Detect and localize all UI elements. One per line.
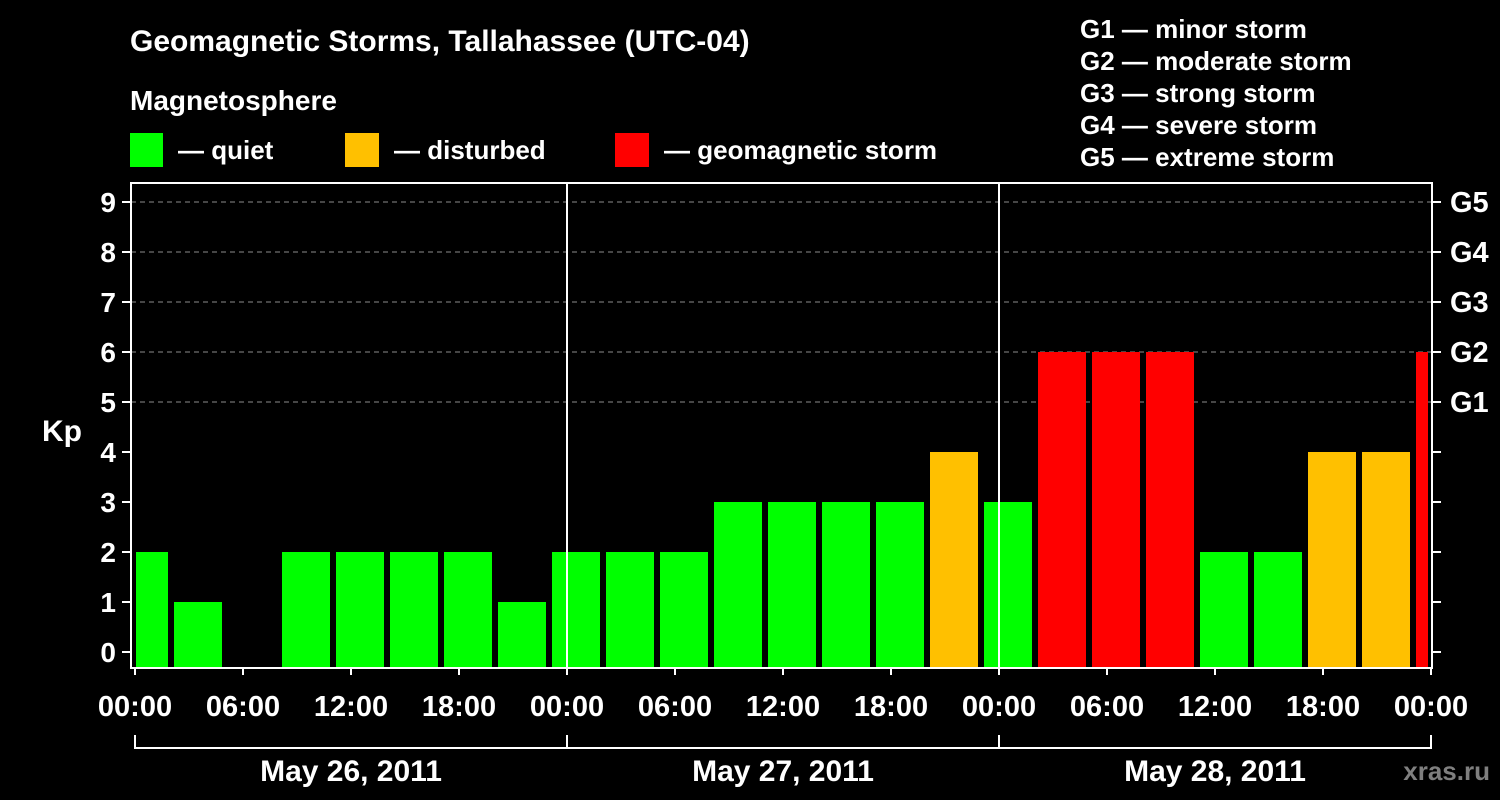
kp-bar	[282, 552, 330, 668]
chart-title: Geomagnetic Storms, Tallahassee (UTC-04)	[130, 25, 750, 58]
storm-scale-g5: G5 — extreme storm	[1080, 142, 1334, 172]
x-tick-label: 18:00	[422, 691, 496, 723]
storm-level-label: G4	[1450, 237, 1489, 269]
plot-frame	[130, 182, 1433, 669]
x-tick-label: 00:00	[1394, 691, 1468, 723]
y-tick-label: 2	[100, 537, 116, 568]
y-tick-label: 1	[100, 587, 116, 618]
y-tick-label: 0	[100, 637, 116, 668]
magnetosphere-legend: — quiet — disturbed — geomagnetic storm	[130, 133, 937, 167]
kp-bar	[1200, 552, 1248, 668]
kp-bar	[1308, 452, 1356, 668]
x-tick-label: 18:00	[854, 691, 928, 723]
watermark: xras.ru	[1403, 756, 1490, 786]
x-tick-label: 00:00	[962, 691, 1036, 723]
y-tick-label: 9	[100, 187, 116, 218]
kp-bar	[390, 552, 438, 668]
gridlines	[131, 201, 1432, 403]
x-tick-label: 12:00	[746, 691, 820, 723]
kp-bar	[606, 552, 654, 668]
y-tick-label: 6	[100, 337, 116, 368]
axes: 0 1 2 3 4 5 6 7 8 9 G1 G2 G3 G4 G5 00:00 06:00 12:00 18:00…	[98, 183, 1489, 788]
date-label: May 26, 2011	[260, 755, 442, 788]
y-tick-label: 7	[100, 287, 116, 318]
kp-bar	[1416, 352, 1428, 668]
storm-level-label: G2	[1450, 337, 1489, 369]
kp-bar	[552, 552, 600, 668]
kp-bar	[336, 552, 384, 668]
kp-bar	[768, 502, 816, 668]
date-label: May 27, 2011	[692, 755, 874, 788]
x-tick-label: 06:00	[638, 691, 712, 723]
legend-label-storm: — geomagnetic storm	[664, 135, 937, 165]
x-tick-label: 06:00	[206, 691, 280, 723]
x-tick-label: 18:00	[1286, 691, 1360, 723]
kp-bar	[822, 502, 870, 668]
legend-item-storm: — geomagnetic storm	[615, 133, 937, 167]
y-axis-label: Kp	[42, 415, 82, 448]
storm-scale-legend: G1 — minor storm G2 — moderate storm G3 …	[1080, 14, 1352, 172]
legend-heading: Magnetosphere	[130, 85, 337, 116]
kp-bar	[876, 502, 924, 668]
storm-scale-g4: G4 — severe storm	[1080, 110, 1317, 140]
legend-item-quiet: — quiet	[130, 133, 274, 167]
kp-bar	[1038, 352, 1086, 668]
storm-level-label: G3	[1450, 287, 1489, 319]
x-tick-label: 12:00	[1178, 691, 1252, 723]
kp-bar	[1092, 352, 1140, 668]
x-tick-label: 06:00	[1070, 691, 1144, 723]
kp-bar	[444, 552, 492, 668]
kp-bar	[930, 452, 978, 668]
kp-bar	[714, 502, 762, 668]
kp-bar	[984, 502, 1032, 668]
legend-label-quiet: — quiet	[178, 135, 274, 165]
storm-level-label: G5	[1450, 187, 1489, 219]
legend-label-disturbed: — disturbed	[394, 135, 546, 165]
kp-bar	[1146, 352, 1194, 668]
x-tick-label: 00:00	[530, 691, 604, 723]
x-tick-label: 00:00	[98, 691, 172, 723]
y-tick-label: 4	[100, 437, 116, 468]
storm-scale-g1: G1 — minor storm	[1080, 14, 1307, 44]
kp-bars	[136, 352, 1428, 668]
legend-item-disturbed: — disturbed	[345, 133, 546, 167]
legend-swatch-disturbed	[345, 133, 379, 167]
kp-bar	[174, 602, 222, 668]
y-tick-label: 5	[100, 387, 116, 418]
date-label: May 28, 2011	[1124, 755, 1306, 788]
storm-level-label: G1	[1450, 387, 1489, 419]
storm-scale-g3: G3 — strong storm	[1080, 78, 1315, 108]
kp-bar	[498, 602, 546, 668]
y-tick-label: 8	[100, 237, 116, 268]
legend-swatch-quiet	[130, 133, 163, 167]
kp-bar	[1362, 452, 1410, 668]
y-tick-label: 3	[100, 487, 116, 518]
kp-bar	[1254, 552, 1302, 668]
kp-bar	[660, 552, 708, 668]
kp-bar	[136, 552, 168, 668]
legend-swatch-storm	[615, 133, 649, 167]
x-tick-label: 12:00	[314, 691, 388, 723]
storm-scale-g2: G2 — moderate storm	[1080, 46, 1352, 76]
